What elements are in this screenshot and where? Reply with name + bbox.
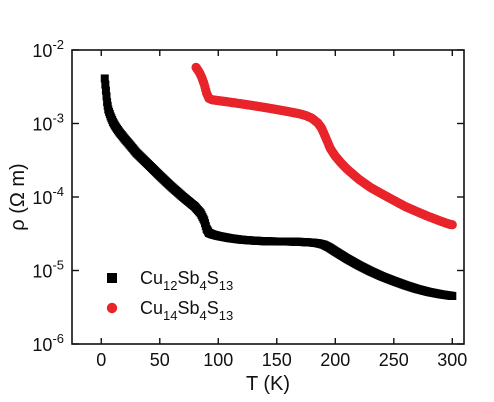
y-tick-label: 10-3 — [32, 111, 64, 135]
x-tick-label: 200 — [320, 350, 350, 370]
data-point — [100, 74, 109, 83]
data-point — [101, 86, 110, 95]
series-Cu14Sb4S13 — [191, 62, 457, 230]
x-tick-label: 300 — [437, 350, 467, 370]
x-tick-label: 150 — [262, 350, 292, 370]
series-layer — [100, 62, 457, 300]
legend-entry-Cu14Sb4S13: Cu14Sb4S13 — [106, 298, 233, 323]
x-tick-label: 50 — [150, 350, 170, 370]
legend-label: Cu12Sb4S13 — [140, 268, 233, 293]
x-tick-label: 0 — [96, 350, 106, 370]
data-point — [448, 291, 457, 300]
y-axis-title: ρ (Ω m) — [7, 163, 29, 230]
data-point — [102, 92, 111, 101]
y-tick-label: 10-6 — [32, 331, 64, 355]
y-axis-ticks: 10-6 10-5 10-4 10-3 10-2 — [32, 37, 464, 355]
x-axis-ticks: 0 50 100 150 200 250 300 — [96, 50, 467, 370]
legend-entry-Cu12Sb4S13: Cu12Sb4S13 — [107, 268, 233, 293]
y-tick-label: 10-4 — [32, 184, 64, 208]
legend: Cu12Sb4S13 Cu14Sb4S13 — [106, 268, 233, 323]
y-tick-label: 10-5 — [32, 258, 64, 282]
legend-marker-square — [107, 273, 117, 283]
x-tick-label: 250 — [379, 350, 409, 370]
data-point — [447, 220, 457, 230]
series-Cu12Sb4S13 — [100, 74, 457, 300]
x-tick-label: 100 — [203, 350, 233, 370]
y-tick-label: 10-2 — [32, 37, 64, 61]
legend-label: Cu14Sb4S13 — [140, 298, 233, 323]
x-axis-title: T (K) — [246, 373, 290, 395]
data-point — [101, 80, 110, 89]
legend-marker-circle — [106, 302, 118, 314]
